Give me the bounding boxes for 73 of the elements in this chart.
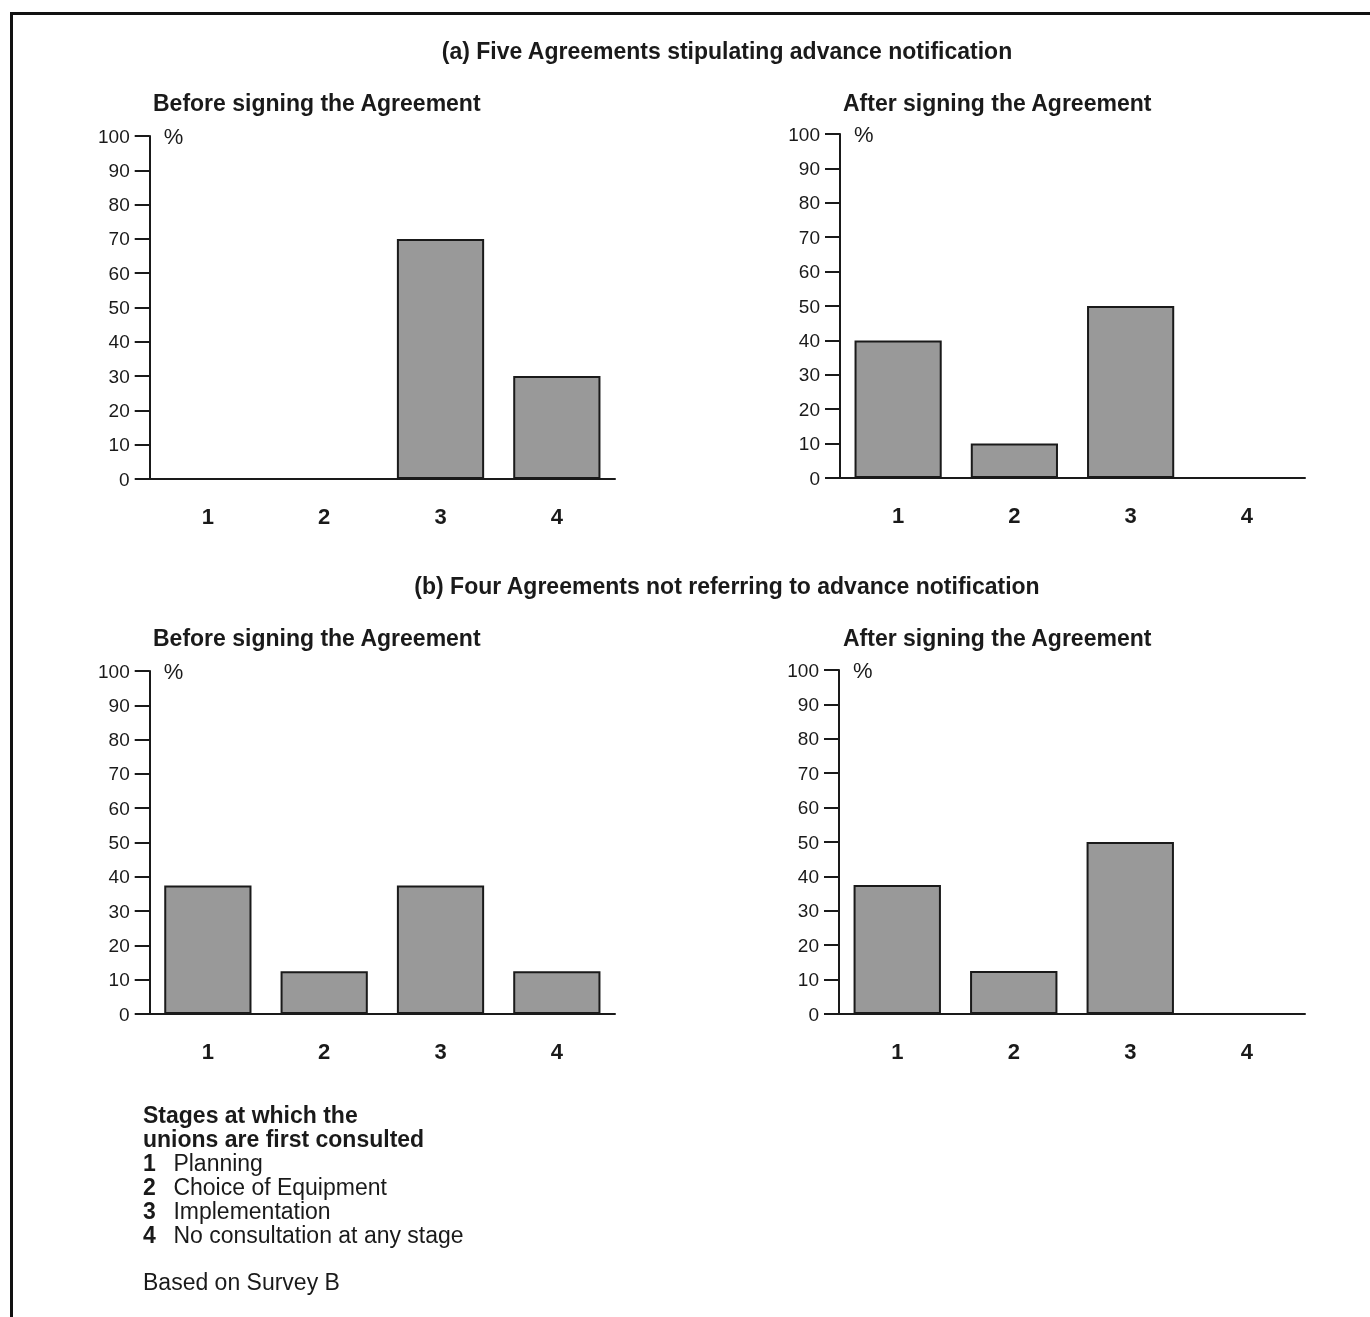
y-tick-label: 0 (808, 1003, 819, 1025)
y-tick-label: 10 (108, 969, 130, 991)
y-tick-label: 30 (108, 365, 130, 387)
y-tick-label: 10 (108, 434, 130, 456)
y-tick-label: 20 (108, 399, 130, 421)
y-tick-label: 20 (797, 934, 819, 956)
y-tick-label: 90 (108, 159, 130, 181)
y-tick-label: 40 (108, 866, 130, 888)
y-tick-label: 0 (809, 467, 820, 489)
y-tick-label: 40 (798, 329, 820, 351)
y-tick-label: 0 (119, 1003, 130, 1025)
y-tick-label: 100 (98, 660, 130, 682)
y-tick-label: 60 (798, 261, 820, 283)
text: Based on Survey B (143, 1269, 341, 1295)
y-tick-label: 10 (797, 969, 819, 991)
chart-subtitle: After signing the Agreement (843, 89, 1152, 116)
text: (b) Four Agreements not referring to advance notification (413, 573, 1041, 600)
x-tick-label: 1 (201, 503, 214, 529)
y-tick-label: 90 (797, 693, 819, 715)
y-tick-label: 20 (798, 398, 820, 420)
text: 1 Planning (143, 1150, 263, 1176)
y-tick-label: 80 (108, 194, 130, 216)
y-tick-label: 20 (108, 934, 130, 956)
chart-subtitle: Before signing the Agreement (153, 624, 481, 651)
y-tick-label: 30 (797, 900, 819, 922)
y-tick-label: 50 (798, 295, 820, 317)
chart-subtitle: Before signing the Agreement (153, 89, 481, 116)
y-tick-label: 90 (108, 694, 130, 716)
x-tick-label: 2 (1008, 502, 1021, 528)
x-tick-label: 4 (1240, 502, 1254, 528)
y-tick-label: 40 (108, 331, 130, 353)
y-tick-label: 50 (108, 832, 130, 853)
x-tick-label: 1 (892, 502, 905, 528)
x-tick-label: 4 (550, 1038, 564, 1064)
y-tick-label: 10 (798, 433, 820, 455)
text: (a) Five Agreements stipulating advance notification (440, 38, 1014, 65)
y-tick-label: 40 (797, 865, 819, 887)
y-tick-label: 100 (788, 123, 820, 145)
x-tick-label: 1 (891, 1038, 904, 1064)
x-tick-label: 2 (1007, 1038, 1020, 1064)
x-tick-label: 4 (1240, 1038, 1254, 1064)
x-tick-label: 2 (318, 1038, 331, 1064)
y-tick-label: 70 (108, 228, 130, 250)
y-tick-label: 60 (797, 797, 819, 819)
x-tick-label: 3 (1124, 502, 1137, 528)
y-tick-label: 30 (108, 900, 130, 922)
y-tick-label: 60 (108, 797, 130, 819)
x-tick-label: 3 (434, 1038, 447, 1064)
y-tick-label: 100 (98, 125, 130, 147)
y-axis-title: % (853, 657, 873, 683)
y-tick-label: 70 (798, 226, 820, 248)
y-tick-label: 70 (108, 763, 130, 785)
y-tick-label: 80 (797, 728, 819, 750)
y-tick-label: 100 (787, 659, 819, 681)
y-axis-title: % (163, 123, 184, 149)
y-tick-label: 80 (798, 192, 820, 214)
x-tick-label: 4 (550, 503, 564, 529)
x-tick-label: 3 (434, 503, 447, 529)
x-tick-label: 3 (1124, 1038, 1137, 1064)
y-tick-label: 60 (108, 262, 130, 284)
text: Stages at which the unions are first consulted (143, 1102, 426, 1152)
y-axis-title: % (163, 658, 184, 684)
y-tick-label: 80 (108, 729, 130, 751)
y-tick-label: 30 (798, 364, 820, 386)
y-tick-label: 90 (798, 157, 820, 179)
y-axis-title: % (854, 121, 874, 147)
y-tick-label: 0 (119, 468, 130, 490)
y-tick-label: 50 (108, 297, 130, 318)
y-tick-label: 50 (797, 831, 819, 853)
x-tick-label: 1 (201, 1038, 214, 1064)
chart-subtitle: After signing the Agreement (843, 624, 1152, 651)
y-tick-label: 70 (797, 762, 819, 784)
x-tick-label: 2 (318, 503, 331, 529)
